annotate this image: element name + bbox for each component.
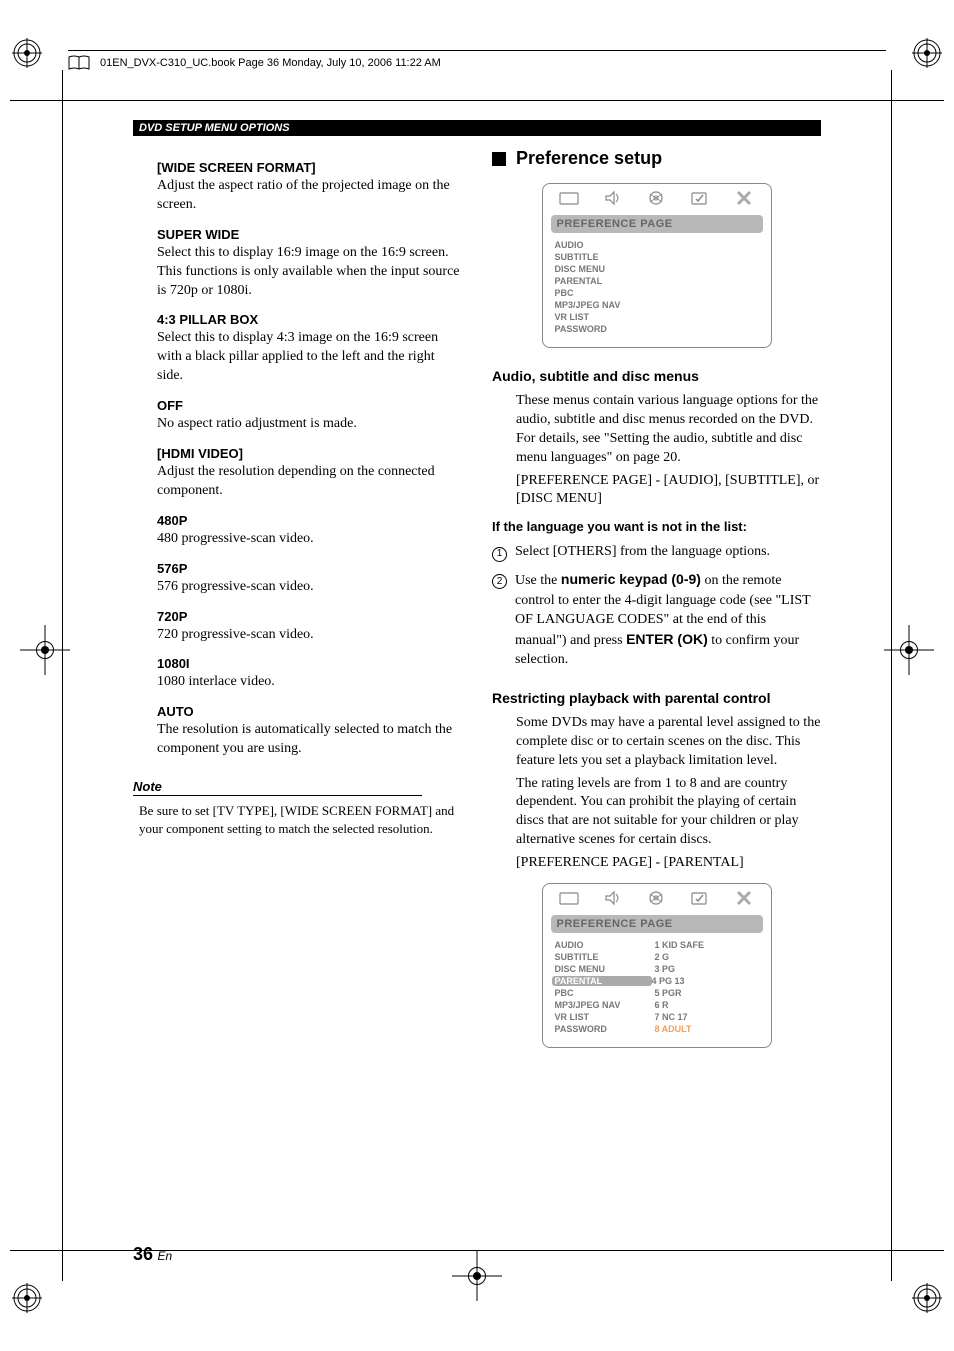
body-text: Select this to display 16:9 image on the… <box>157 244 462 301</box>
menu-item: PBC5 PGR <box>555 987 759 999</box>
menu-item: SUBTITLE2 G <box>555 951 759 963</box>
step-text: Select [OTHERS] from the language option… <box>515 542 770 562</box>
menu-list: AUDIO SUBTITLE DISC MENU PARENTAL PBC MP… <box>551 237 763 337</box>
heading: 1080I <box>157 656 462 671</box>
body-text: Adjust the aspect ratio of the projected… <box>157 177 462 215</box>
main-heading-text: Preference setup <box>516 148 662 169</box>
tab-audio-icon <box>603 190 623 211</box>
step-item: 2 Use the numeric keypad (0-9) on the re… <box>492 570 821 670</box>
heading: SUPER WIDE <box>157 227 462 242</box>
step-number-icon: 2 <box>492 570 507 670</box>
menu-tabs <box>551 890 763 911</box>
sub-heading: Restricting playback with parental contr… <box>492 690 821 706</box>
menu-screenshot: PREFERENCE PAGE AUDIO SUBTITLE DISC MENU… <box>542 183 772 348</box>
menu-item: PASSWORD8 ADULT <box>555 1023 759 1035</box>
note-text: Be sure to set [TV TYPE], [WIDE SCREEN F… <box>133 802 462 838</box>
menu-item: MP3/JPEG NAV6 R <box>555 999 759 1011</box>
tab-general-icon <box>559 190 579 211</box>
menu-item: DISC MENU <box>555 263 759 275</box>
frame-line <box>10 100 944 101</box>
menu-item: DISC MENU3 PG <box>555 963 759 975</box>
heading: 4:3 PILLAR BOX <box>157 312 462 327</box>
section-title: DVD SETUP MENU OPTIONS <box>139 122 290 134</box>
heading: 720P <box>157 609 462 624</box>
menu-list: AUDIO1 KID SAFE SUBTITLE2 G DISC MENU3 P… <box>551 937 763 1037</box>
tab-preference-icon <box>690 190 710 211</box>
page-number-value: 36 <box>133 1244 153 1264</box>
tab-close-icon <box>734 890 754 911</box>
body-text: 576 progressive-scan video. <box>157 578 462 597</box>
heading: 480P <box>157 513 462 528</box>
step-text: Use the numeric keypad (0-9) on the remo… <box>515 570 821 670</box>
body-text: The resolution is automatically selected… <box>157 721 462 759</box>
heading: [HDMI VIDEO] <box>157 446 462 461</box>
tab-preference-icon <box>690 890 710 911</box>
menu-item: PASSWORD <box>555 323 759 335</box>
menu-item: AUDIO <box>555 239 759 251</box>
body-text: [PREFERENCE PAGE] - [AUDIO], [SUBTITLE],… <box>516 472 821 510</box>
note-label: Note <box>133 779 422 796</box>
heading: [WIDE SCREEN FORMAT] <box>157 160 462 175</box>
section-bar: DVD SETUP MENU OPTIONS <box>133 120 821 136</box>
body-text: No aspect ratio adjustment is made. <box>157 415 462 434</box>
step-item: 1 Select [OTHERS] from the language opti… <box>492 542 821 562</box>
sub-heading: If the language you want is not in the l… <box>492 519 821 534</box>
square-bullet-icon <box>492 152 506 166</box>
body-text: Some DVDs may have a parental level assi… <box>516 714 821 771</box>
menu-item: SUBTITLE <box>555 251 759 263</box>
tab-close-icon <box>734 190 754 211</box>
menu-item: VR LIST <box>555 311 759 323</box>
heading: OFF <box>157 398 462 413</box>
body-text: The rating levels are from 1 to 8 and ar… <box>516 775 821 851</box>
left-column: [WIDE SCREEN FORMAT] Adjust the aspect r… <box>133 148 462 1056</box>
frame-line <box>62 70 63 1281</box>
heading: 576P <box>157 561 462 576</box>
menu-item: PARENTAL4 PG 13 <box>555 975 759 987</box>
body-text: These menus contain various language opt… <box>516 392 821 468</box>
reg-mark-icon <box>912 1283 942 1313</box>
frame-line <box>891 70 892 1281</box>
page-number: 36 En <box>133 1244 172 1265</box>
tab-audio-icon <box>603 890 623 911</box>
body-text: Adjust the resolution depending on the c… <box>157 463 462 501</box>
menu-title: PREFERENCE PAGE <box>551 915 763 933</box>
right-column: Preference setup PREFERENCE PAGE AUDIO S… <box>492 148 821 1056</box>
menu-item: MP3/JPEG NAV <box>555 299 759 311</box>
crosshair-icon <box>20 625 70 675</box>
menu-item: AUDIO1 KID SAFE <box>555 939 759 951</box>
menu-screenshot: PREFERENCE PAGE AUDIO1 KID SAFE SUBTITLE… <box>542 883 772 1048</box>
menu-item: PBC <box>555 287 759 299</box>
body-text: [PREFERENCE PAGE] - [PARENTAL] <box>516 854 821 873</box>
tab-general-icon <box>559 890 579 911</box>
tab-video-icon <box>646 890 666 911</box>
step-number-icon: 1 <box>492 542 507 562</box>
body-text: Select this to display 4:3 image on the … <box>157 329 462 386</box>
menu-tabs <box>551 190 763 211</box>
crosshair-icon <box>452 1251 502 1301</box>
menu-title: PREFERENCE PAGE <box>551 215 763 233</box>
tab-video-icon <box>646 190 666 211</box>
page-header: 01EN_DVX-C310_UC.book Page 36 Monday, Ju… <box>68 50 886 71</box>
reg-mark-icon <box>12 38 42 68</box>
reg-mark-icon <box>12 1283 42 1313</box>
sub-heading: Audio, subtitle and disc menus <box>492 368 821 384</box>
main-heading: Preference setup <box>492 148 821 169</box>
body-text: 720 progressive-scan video. <box>157 626 462 645</box>
body-text: 480 progressive-scan video. <box>157 530 462 549</box>
menu-item: PARENTAL <box>555 275 759 287</box>
book-icon <box>68 55 90 71</box>
reg-mark-icon <box>912 38 942 68</box>
crosshair-icon <box>884 625 934 675</box>
heading: AUTO <box>157 704 462 719</box>
page-number-lang: En <box>157 1249 172 1263</box>
header-text: 01EN_DVX-C310_UC.book Page 36 Monday, Ju… <box>100 57 441 69</box>
body-text: 1080 interlace video. <box>157 673 462 692</box>
menu-item: VR LIST7 NC 17 <box>555 1011 759 1023</box>
page-content: DVD SETUP MENU OPTIONS [WIDE SCREEN FORM… <box>133 120 821 1231</box>
